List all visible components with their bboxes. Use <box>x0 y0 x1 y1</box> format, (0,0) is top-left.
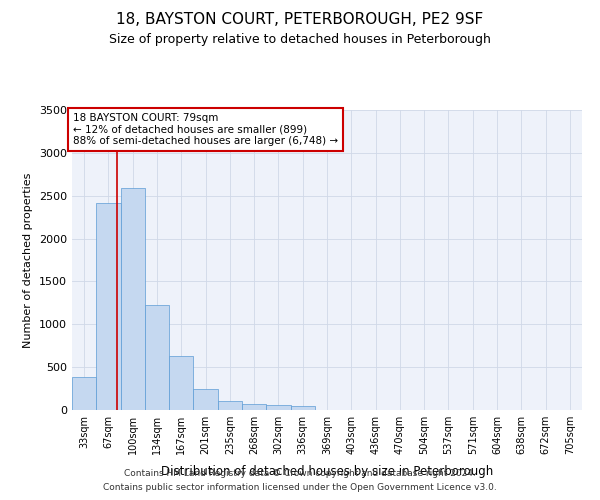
Bar <box>290 406 315 410</box>
Text: Size of property relative to detached houses in Peterborough: Size of property relative to detached ho… <box>109 32 491 46</box>
Text: 18 BAYSTON COURT: 79sqm
← 12% of detached houses are smaller (899)
88% of semi-d: 18 BAYSTON COURT: 79sqm ← 12% of detache… <box>73 113 338 146</box>
Bar <box>145 306 169 410</box>
Bar <box>218 402 242 410</box>
Bar <box>169 356 193 410</box>
Text: Contains public sector information licensed under the Open Government Licence v3: Contains public sector information licen… <box>103 484 497 492</box>
Y-axis label: Number of detached properties: Number of detached properties <box>23 172 34 348</box>
Text: Contains HM Land Registry data © Crown copyright and database right 2024.: Contains HM Land Registry data © Crown c… <box>124 468 476 477</box>
Bar <box>96 202 121 410</box>
Bar <box>266 406 290 410</box>
Bar <box>121 188 145 410</box>
Bar <box>193 388 218 410</box>
Text: 18, BAYSTON COURT, PETERBOROUGH, PE2 9SF: 18, BAYSTON COURT, PETERBOROUGH, PE2 9SF <box>116 12 484 28</box>
X-axis label: Distribution of detached houses by size in Peterborough: Distribution of detached houses by size … <box>161 466 493 478</box>
Bar <box>242 404 266 410</box>
Bar <box>72 376 96 410</box>
